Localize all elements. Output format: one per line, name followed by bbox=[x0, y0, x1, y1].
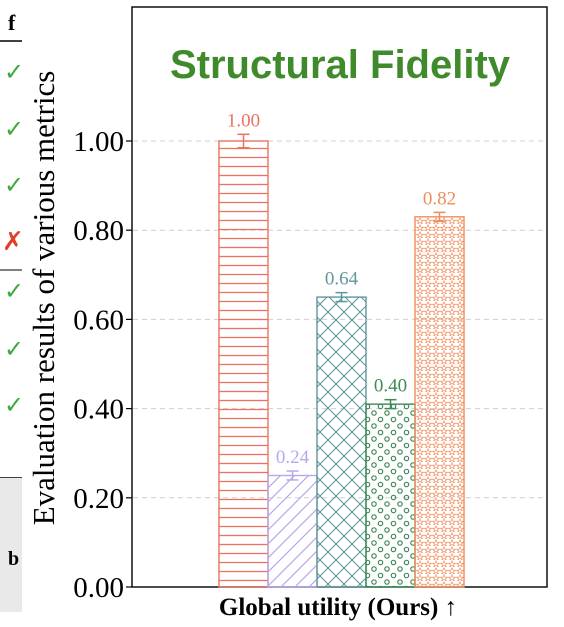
bar bbox=[267, 474, 318, 588]
check-mark-icon: ✓ bbox=[4, 58, 24, 86]
check-mark-icon: ✓ bbox=[4, 277, 24, 305]
bar-group: 0.64 bbox=[316, 269, 367, 588]
bar-group: 0.82 bbox=[414, 188, 465, 588]
bar bbox=[365, 403, 416, 588]
left-panel-shaded-cell bbox=[0, 478, 22, 612]
left-panel-marks: ✓ ✓ ✓ ✗ ✓ ✓ ✓ bbox=[2, 58, 24, 419]
y-axis-ticks: 0.00 0.20 0.40 0.60 0.80 1.00 bbox=[73, 126, 132, 604]
bar-value-label: 0.24 bbox=[276, 447, 310, 468]
bar bbox=[414, 216, 465, 588]
y-tick-label: 1.00 bbox=[73, 126, 124, 158]
check-mark-icon: ✓ bbox=[4, 391, 24, 419]
cross-mark-icon: ✗ bbox=[2, 227, 24, 257]
gridlines bbox=[133, 140, 546, 499]
bar-group: 0.40 bbox=[365, 376, 416, 588]
bar bbox=[218, 140, 269, 588]
y-tick-label: 0.60 bbox=[73, 304, 124, 336]
chart-title: Structural Fidelity bbox=[170, 43, 511, 87]
y-tick-label: 0.00 bbox=[73, 572, 124, 604]
bar-group: 1.00 bbox=[218, 110, 269, 588]
y-axis-label: Evaluation results of various metrics bbox=[26, 71, 61, 526]
bars: 1.00 0.24 0.64 0.40 0.82 bbox=[218, 110, 465, 588]
left-panel-footer: b bbox=[8, 548, 19, 570]
check-mark-icon: ✓ bbox=[4, 335, 24, 363]
bar-value-label: 0.64 bbox=[325, 269, 359, 290]
bar-value-label: 0.82 bbox=[423, 188, 456, 209]
check-mark-icon: ✓ bbox=[4, 171, 24, 199]
x-axis-label: Global utility (Ours) ↑ bbox=[219, 594, 457, 621]
y-tick-label: 0.80 bbox=[73, 215, 124, 247]
check-mark-icon: ✓ bbox=[4, 115, 24, 143]
y-tick-label: 0.40 bbox=[73, 394, 124, 426]
bar bbox=[316, 296, 367, 588]
bar-group: 0.24 bbox=[267, 447, 318, 588]
left-panel-header: f bbox=[8, 10, 16, 35]
y-tick-label: 0.20 bbox=[73, 483, 124, 515]
bar-value-label: 1.00 bbox=[227, 110, 260, 131]
bar-value-label: 0.40 bbox=[374, 376, 407, 397]
